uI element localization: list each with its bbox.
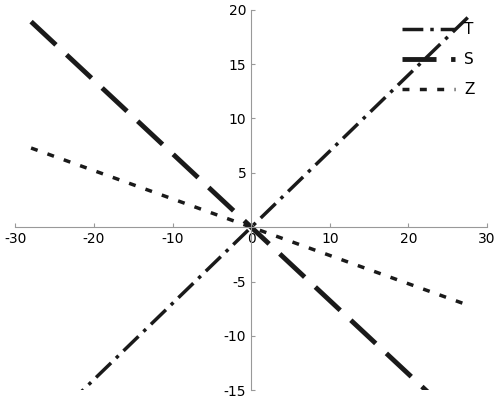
- Z: [28, 145, 34, 150]
- S: [380, 347, 386, 352]
- S: [206, 185, 212, 190]
- T: [380, 98, 386, 103]
- Legend: T, S, Z: T, S, Z: [398, 17, 479, 102]
- Line: T: T: [31, 14, 472, 403]
- Z: [206, 210, 212, 214]
- S: [28, 19, 34, 24]
- Z: [330, 254, 336, 259]
- Z: [372, 269, 378, 274]
- T: [206, 266, 212, 270]
- Line: Z: Z: [31, 148, 472, 306]
- Z: [73, 162, 79, 166]
- S: [73, 61, 79, 66]
- T: [330, 145, 336, 150]
- T: [73, 395, 79, 399]
- T: [468, 12, 474, 17]
- S: [372, 340, 378, 345]
- S: [222, 200, 228, 205]
- Z: [222, 215, 228, 220]
- Z: [380, 272, 386, 277]
- T: [222, 250, 228, 255]
- Line: S: S: [31, 22, 472, 403]
- Z: [468, 304, 474, 309]
- T: [372, 106, 378, 110]
- S: [330, 301, 336, 306]
